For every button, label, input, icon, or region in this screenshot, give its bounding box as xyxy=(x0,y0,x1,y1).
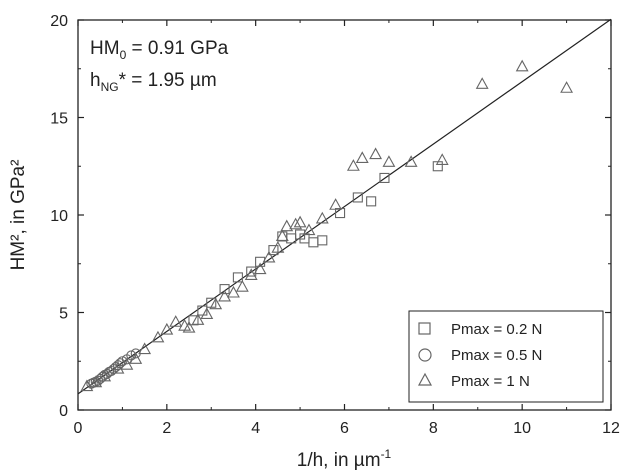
annotation-hm0: HM0 = 0.91 GPa xyxy=(90,38,229,62)
data-point-square xyxy=(197,305,208,316)
x-tick-label: 0 xyxy=(74,420,83,437)
data-point-triangle xyxy=(209,297,223,310)
data-point-triangle xyxy=(169,315,183,327)
data-point-triangle xyxy=(200,307,214,320)
data-point-triangle xyxy=(475,77,489,89)
data-point-square xyxy=(219,284,230,295)
data-point-triangle xyxy=(244,268,258,281)
data-point-triangle xyxy=(271,241,285,253)
data-point-triangle xyxy=(98,369,112,382)
fit-line xyxy=(77,18,612,395)
data-point-triangle xyxy=(262,250,276,263)
data-point-triangle xyxy=(89,375,103,388)
data-point-triangle xyxy=(129,352,143,364)
data-point-triangle xyxy=(435,153,449,165)
data-point-triangle xyxy=(346,159,360,171)
data-point-triangle xyxy=(160,322,174,335)
data-point-square xyxy=(308,237,319,248)
data-point-triangle xyxy=(80,379,94,392)
legend-label-05n: Pmax = 0.5 N xyxy=(451,347,542,364)
data-point-triangle xyxy=(355,151,369,163)
legend-marker-triangle xyxy=(417,372,433,386)
y-tick-label: 10 xyxy=(50,208,68,225)
y-tick-label: 20 xyxy=(50,13,68,30)
data-point-triangle xyxy=(302,223,316,236)
y-axis-title: HM², in GPa² xyxy=(8,160,29,271)
data-point-square xyxy=(379,172,390,183)
data-point-triangle xyxy=(138,342,152,355)
data-point-triangle xyxy=(315,211,329,224)
x-tick-label: 12 xyxy=(602,420,620,437)
data-point-triangle xyxy=(382,155,396,167)
data-point-triangle xyxy=(151,330,165,343)
data-point-triangle xyxy=(293,215,307,228)
annotation-hng: hNG* = 1.95 µm xyxy=(90,70,217,94)
data-point-square xyxy=(352,192,363,203)
data-point-triangle xyxy=(235,280,249,292)
data-point-square xyxy=(232,272,243,283)
data-point-triangle xyxy=(560,81,574,93)
data-point-triangle xyxy=(120,358,134,370)
x-axis-title: 1/h, in µm-1 xyxy=(297,447,392,471)
x-tick-label: 10 xyxy=(513,420,531,437)
y-tick-label: 0 xyxy=(59,403,68,420)
legend-marker-square xyxy=(418,322,431,335)
data-point-square xyxy=(335,208,346,219)
data-point-triangle xyxy=(182,320,196,333)
x-tick-label: 2 xyxy=(162,420,171,437)
data-point-triangle xyxy=(218,289,232,302)
y-tick-label: 15 xyxy=(50,111,68,128)
x-tick-label: 8 xyxy=(429,420,438,437)
y-tick-label: 5 xyxy=(59,306,68,323)
data-point-square xyxy=(366,196,377,207)
data-point-triangle xyxy=(289,217,303,230)
data-point-triangle xyxy=(369,147,383,160)
data-point-square xyxy=(317,235,328,246)
data-point-triangle xyxy=(253,262,267,275)
data-point-circle xyxy=(117,356,128,367)
data-point-triangle xyxy=(275,229,289,241)
data-point-circle xyxy=(126,350,137,361)
data-point-triangle xyxy=(111,361,125,374)
data-point-triangle xyxy=(515,59,529,72)
data-point-triangle xyxy=(329,198,343,210)
legend-marker-circle xyxy=(418,348,432,362)
legend-box xyxy=(408,310,604,403)
x-tick-label: 4 xyxy=(251,420,260,437)
data-point-triangle xyxy=(404,155,418,167)
data-point-triangle xyxy=(191,313,205,325)
legend-label-02n: Pmax = 0.2 N xyxy=(451,321,542,338)
legend-label-1n: Pmax = 1 N xyxy=(451,373,530,390)
data-point-triangle xyxy=(280,219,294,232)
data-point-square xyxy=(268,245,279,256)
data-point-triangle xyxy=(227,285,240,298)
legend: Pmax = 0.2 N Pmax = 0.5 N Pmax = 1 N xyxy=(408,310,604,403)
x-tick-label: 6 xyxy=(340,420,349,437)
